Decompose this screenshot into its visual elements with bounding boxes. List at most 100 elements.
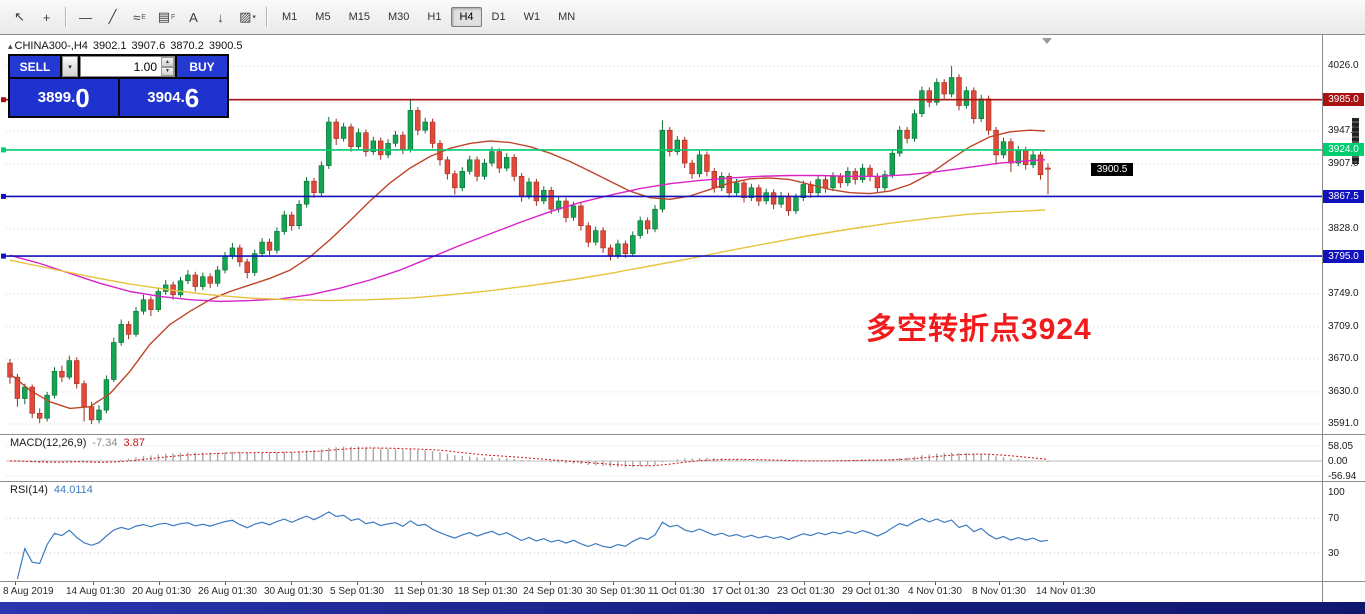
equidistant-channel-tool-button[interactable]: ≈ E (133, 9, 146, 25)
time-axis-tick (804, 582, 805, 585)
volume-decrease-button[interactable]: ▼ (161, 66, 174, 76)
time-axis-label: 24 Sep 01:30 (523, 586, 583, 597)
chart-shift-marker-icon[interactable] (1042, 38, 1052, 44)
buy-price-pip: 6 (184, 82, 200, 113)
time-axis-tick (999, 582, 1000, 585)
crosshair-tool-button[interactable]: + (42, 9, 51, 25)
price-axis-label: 4026.0 (1328, 60, 1359, 71)
time-axis[interactable]: 8 Aug 2019 14 Aug 01:30 20 Aug 01:30 26 Aug… (0, 0, 1322, 614)
toolbar: ↖ + — ╱ ≈ E ▤ F A ↓ ▨ ▾ M1 M5 M15 M30 H1 H4 D1 W1 MN (0, 0, 1365, 35)
time-axis-tick (613, 582, 614, 585)
time-axis-label: 5 Sep 01:30 (330, 586, 384, 597)
time-axis-label: 20 Aug 01:30 (132, 586, 191, 597)
ohlc-close: 3900.5 (208, 40, 243, 52)
current-price-badge: 3900.5 (1091, 163, 1133, 176)
timeframe-button-m15[interactable]: M15 (348, 11, 370, 23)
ohlc-open: 3902.1 (92, 40, 127, 52)
volume-increase-button[interactable]: ▲ (161, 57, 174, 67)
trendline-tool-button[interactable]: ╱ (108, 9, 117, 24)
ohlc-low: 3870.2 (170, 40, 204, 52)
timeframe-button-d1[interactable]: D1 (491, 11, 506, 23)
rsi-axis-label: 70 (1328, 513, 1340, 525)
time-axis-tick (357, 582, 358, 585)
time-axis-tick (159, 582, 160, 585)
colors-tool-button[interactable]: ▨ ▾ (239, 9, 256, 24)
sell-price-display[interactable]: 3899. 0 (10, 79, 118, 116)
time-axis-divider (0, 581, 1365, 582)
price-axis-label: 3630.0 (1328, 385, 1359, 397)
time-axis-tick (225, 582, 226, 585)
price-line-badge: 3985.0 (1323, 93, 1364, 107)
time-axis-label: 18 Sep 01:30 (458, 586, 518, 597)
time-axis-label: 29 Oct 01:30 (842, 586, 900, 597)
price-axis-divider (1322, 35, 1323, 602)
buy-price-main: 3904. (147, 89, 185, 106)
rsi-panel-divider[interactable] (0, 481, 1365, 482)
price-axis[interactable]: 4026.0 3947.0 3907.0 3828.0 3749.0 3709.0 3670… (1323, 0, 1365, 614)
time-axis-label: 8 Nov 01:30 (972, 586, 1026, 597)
rsi-indicator-label: RSI(14) 44.0114 (10, 484, 93, 496)
time-axis-label: 17 Oct 01:30 (712, 586, 770, 597)
timeframe-button-m30[interactable]: M30 (387, 11, 410, 23)
rsi-axis-label: 30 (1328, 547, 1340, 559)
sell-button[interactable]: SELL (10, 56, 60, 77)
toolbar-timeframes: M1 M5 M15 M30 H1 H4 D1 W1 MN (273, 7, 584, 27)
time-axis-tick (291, 582, 292, 585)
time-axis-label: 11 Sep 01:30 (394, 586, 453, 597)
time-axis-label: 30 Aug 01:30 (264, 586, 323, 597)
horizontal-line-tool-button[interactable]: — (79, 9, 92, 25)
timeframe-button-h4[interactable]: H4 (451, 7, 482, 27)
price-axis-label: 3670.0 (1328, 352, 1359, 364)
time-axis-label: 26 Aug 01:30 (198, 586, 257, 597)
timeframe-button-m1[interactable]: M1 (282, 11, 298, 23)
macd-axis-label: 0.00 (1328, 456, 1348, 467)
toolbar-separator (65, 7, 67, 27)
status-bar (0, 602, 1365, 614)
volume-input[interactable]: 1.00 (133, 59, 157, 74)
price-axis-label: 3947.0 (1328, 125, 1359, 137)
buy-price-display[interactable]: 3904. 6 (119, 79, 227, 116)
arrows-tool-button[interactable]: ↓ (217, 9, 224, 25)
time-axis-tick (869, 582, 870, 585)
chevron-down-icon: ▾ (68, 63, 72, 71)
time-axis-label: 8 Aug 2019 (3, 586, 54, 597)
volume-field: 1.00 ▲ ▼ (80, 56, 175, 77)
sell-price-main: 3899. (37, 89, 76, 106)
macd-panel-divider[interactable] (0, 434, 1365, 435)
toolbar-separator (266, 7, 268, 27)
time-axis-tick (421, 582, 422, 585)
time-axis-tick (485, 582, 486, 585)
price-axis-grip[interactable] (1352, 118, 1359, 164)
time-axis-tick (550, 582, 551, 585)
ohlc-high: 3907.6 (131, 40, 166, 52)
buy-button[interactable]: BUY (177, 56, 227, 77)
time-axis-tick (1063, 582, 1064, 585)
cursor-tool-button[interactable]: ↖ (14, 9, 25, 24)
timeframe-button-m5[interactable]: M5 (315, 11, 331, 23)
timeframe-button-mn[interactable]: MN (558, 11, 576, 23)
price-line-badge: 3795.0 (1323, 249, 1364, 263)
symbol-ohlc-header: ▴ CHINA300-,H4 3902.1 3907.6 3870.2 3900.5 (8, 40, 248, 52)
timeframe-button-h1[interactable]: H1 (427, 11, 442, 23)
collapse-arrow-icon[interactable]: ▴ (8, 41, 13, 51)
timeframe-button-w1[interactable]: W1 (523, 11, 541, 23)
time-axis-tick (935, 582, 936, 585)
time-axis-tick (15, 582, 16, 585)
time-axis-label: 14 Nov 01:30 (1036, 586, 1096, 597)
volume-dropdown-button[interactable]: ▾ (62, 56, 78, 77)
price-axis-label: 3907.0 (1328, 157, 1359, 169)
rsi-name: RSI(14) (10, 484, 48, 496)
time-axis-label: 30 Sep 01:30 (586, 586, 646, 597)
price-line-badge: 3924.0 (1323, 143, 1364, 157)
time-axis-label: 4 Nov 01:30 (908, 586, 962, 597)
time-axis-label: 23 Oct 01:30 (777, 586, 835, 597)
one-click-trade-panel: SELL ▾ 1.00 ▲ ▼ BUY 3899. 0 3904. 6 (8, 54, 229, 118)
toolbar-tools: ↖ + — ╱ ≈ E ▤ F A ↓ ▨ ▾ (6, 5, 273, 29)
text-tool-button[interactable]: A (189, 9, 198, 25)
price-line-badge: 3867.5 (1323, 189, 1364, 203)
rsi-axis-label: 100 (1328, 487, 1345, 498)
time-axis-label: 14 Aug 01:30 (66, 586, 125, 597)
fibonacci-tool-button[interactable]: ▤ F (157, 9, 176, 24)
price-axis-label: 3828.0 (1328, 222, 1359, 234)
